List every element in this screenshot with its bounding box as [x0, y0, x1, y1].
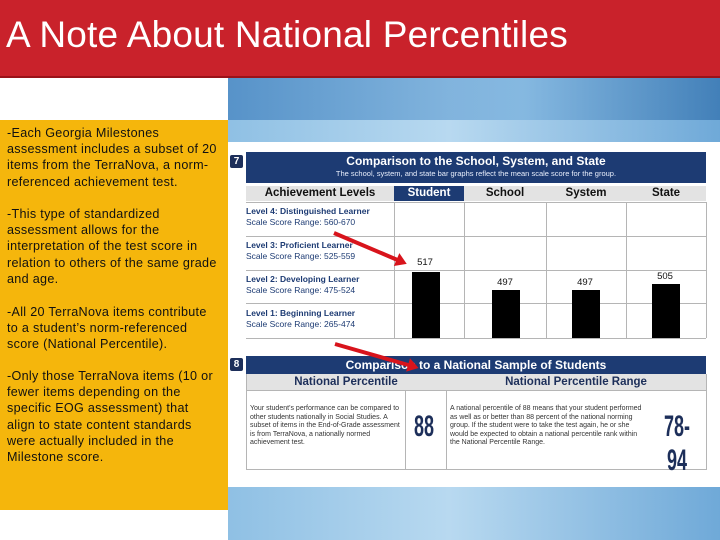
column-school: School	[464, 186, 546, 201]
column-student: Student	[394, 186, 464, 201]
section-7-header: Comparison to the School, System, and St…	[246, 152, 706, 183]
student-score-label: 517	[417, 257, 433, 268]
school-bar	[492, 290, 520, 338]
grid-divider	[706, 374, 707, 470]
national-percentile-value: 88	[413, 410, 435, 443]
level-3-name: Level 3: Proficient Learner	[246, 240, 353, 250]
grid-line	[246, 270, 706, 271]
level-4: Level 4: Distinguished Learner Scale Scor…	[246, 206, 392, 228]
state-score-label: 505	[657, 271, 673, 282]
percentile-explanation: Your student’s performance can be compar…	[250, 405, 400, 447]
national-percentile-header: National Percentile	[246, 374, 446, 390]
column-system: System	[546, 186, 626, 201]
bullet-1: -Each Georgia Milestones assessment incl…	[7, 126, 217, 189]
section-8-title: Comparison to a National Sample of Stude…	[345, 358, 607, 372]
background-stripe	[228, 78, 720, 120]
grid-line	[246, 236, 706, 237]
bullet-3: -All 20 TerraNova items contribute to a …	[7, 305, 207, 352]
level-4-name: Level 4: Distinguished Learner	[246, 206, 370, 216]
grid-line	[246, 390, 706, 391]
grid-divider	[394, 202, 395, 338]
section-7-subtitle: The school, system, and state bar graphs…	[335, 169, 617, 178]
level-2: Level 2: Developing Learner Scale Score R…	[246, 274, 392, 296]
grid-line	[246, 469, 706, 470]
section-7-title: Comparison to the School, System, and St…	[346, 154, 606, 168]
column-achievement-levels: Achievement Levels	[246, 186, 394, 201]
student-bar	[412, 272, 440, 338]
grid-divider	[464, 202, 465, 338]
grid-divider	[546, 202, 547, 338]
level-2-range: Scale Score Range: 475-524	[246, 285, 356, 295]
national-percentile-range-header: National Percentile Range	[446, 374, 706, 390]
level-1-name: Level 1: Beginning Learner	[246, 308, 356, 318]
level-3: Level 3: Proficient Learner Scale Score R…	[246, 240, 392, 262]
slide-title: A Note About National Percentiles	[6, 14, 568, 55]
level-2-name: Level 2: Developing Learner	[246, 274, 360, 284]
range-explanation: A national percentile of 88 means that y…	[450, 405, 642, 447]
level-4-range: Scale Score Range: 560-670	[246, 217, 356, 227]
grid-line	[246, 338, 706, 339]
grid-divider	[706, 202, 707, 338]
title-bar: A Note About National Percentiles	[0, 0, 720, 78]
grid-line	[246, 303, 706, 304]
state-bar	[652, 284, 680, 338]
notes-panel: -Each Georgia Milestones assessment incl…	[0, 120, 228, 510]
grid-line	[246, 202, 706, 203]
section-8-badge: 8	[230, 358, 243, 371]
level-1: Level 1: Beginning Learner Scale Score Ra…	[246, 308, 392, 330]
grid-divider	[446, 390, 447, 469]
bullet-4: -Only those TerraNova items (10 or fewer…	[7, 369, 213, 465]
national-percentile-range-value: 78-94	[663, 410, 691, 477]
grid-divider	[246, 374, 247, 470]
bullet-2: -This type of standardized assessment al…	[7, 207, 217, 286]
column-state: State	[626, 186, 706, 201]
system-score-label: 497	[577, 277, 593, 288]
grid-divider	[626, 202, 627, 338]
grid-divider	[405, 390, 406, 469]
section-8-header: Comparison to a National Sample of Stude…	[246, 356, 706, 374]
school-score-label: 497	[497, 277, 513, 288]
level-3-range: Scale Score Range: 525-559	[246, 251, 356, 261]
system-bar	[572, 290, 600, 338]
level-1-range: Scale Score Range: 265-474	[246, 319, 356, 329]
section-7-badge: 7	[230, 155, 243, 168]
